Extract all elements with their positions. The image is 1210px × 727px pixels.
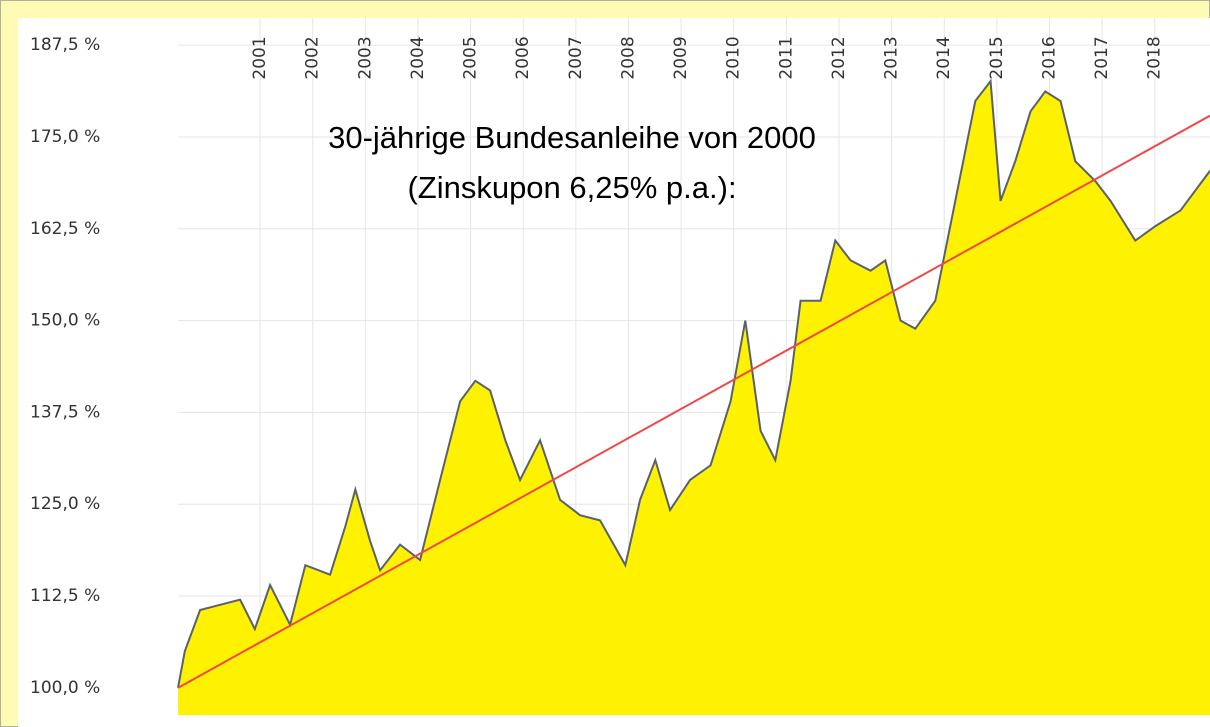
y-tick-label: 137,5 % xyxy=(30,402,100,422)
x-tick-label: 2015 xyxy=(987,36,1007,79)
x-tick-label: 2011 xyxy=(776,36,796,79)
x-tick-label: 2012 xyxy=(829,36,849,79)
y-tick-label: 187,5 % xyxy=(30,35,100,55)
x-tick-label: 2004 xyxy=(408,36,428,79)
x-tick-label: 2006 xyxy=(513,36,533,79)
area-line xyxy=(177,78,1210,689)
y-tick-label: 100,0 % xyxy=(30,678,100,698)
x-tick-label: 2002 xyxy=(303,36,323,79)
y-tick-label: 112,5 % xyxy=(30,586,100,606)
trend-line xyxy=(177,114,1210,689)
x-tick-label: 2014 xyxy=(934,36,954,79)
x-tick-label: 2005 xyxy=(461,36,481,79)
x-tick-label: 2013 xyxy=(882,36,902,79)
x-tick-label: 2009 xyxy=(671,36,691,79)
y-tick-label: 162,5 % xyxy=(30,219,100,239)
x-tick-label: 2007 xyxy=(566,36,586,79)
x-tick-label: 2008 xyxy=(618,36,638,79)
x-tick-label: 2010 xyxy=(724,36,744,79)
x-tick-label: 2018 xyxy=(1145,36,1165,79)
area xyxy=(178,81,1210,715)
annotation: 30-jährige Bundesanleihe von 2000 xyxy=(328,120,816,155)
x-tick-label: 2003 xyxy=(355,36,375,79)
annotation: (Zinskupon 6,25% p.a.): xyxy=(407,170,736,205)
x-tick-label: 2016 xyxy=(1039,36,1059,79)
y-tick-label: 150,0 % xyxy=(30,311,100,331)
x-tick-label: 2017 xyxy=(1092,36,1112,79)
y-tick-label: 125,0 % xyxy=(30,494,100,514)
x-tick-label: 2001 xyxy=(250,36,270,79)
y-tick-label: 175,0 % xyxy=(30,127,100,147)
